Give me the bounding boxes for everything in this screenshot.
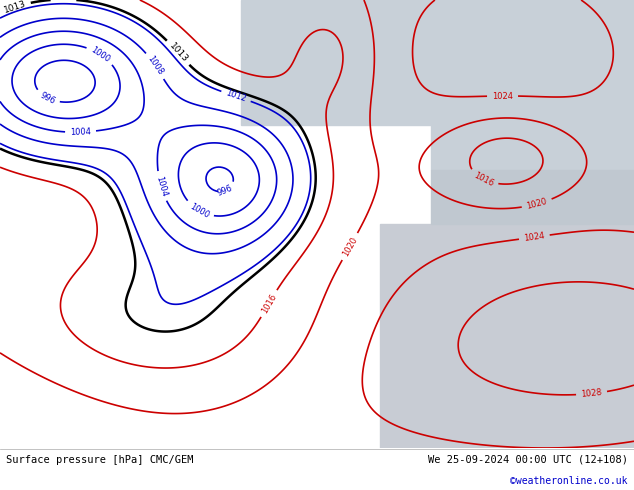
- Text: 1000: 1000: [89, 45, 112, 64]
- Polygon shape: [380, 224, 634, 448]
- Text: ©weatheronline.co.uk: ©weatheronline.co.uk: [510, 476, 628, 486]
- Text: 1024: 1024: [523, 231, 545, 243]
- Text: Surface pressure [hPa] CMC/GEM: Surface pressure [hPa] CMC/GEM: [6, 455, 194, 465]
- Text: 1016: 1016: [260, 292, 278, 315]
- Polygon shape: [241, 0, 431, 125]
- Text: 1012: 1012: [224, 89, 247, 104]
- Text: 1000: 1000: [188, 201, 210, 220]
- Text: 996: 996: [39, 90, 56, 106]
- Text: 1024: 1024: [492, 92, 513, 100]
- Text: 1004: 1004: [70, 127, 91, 137]
- Text: 1028: 1028: [581, 388, 602, 399]
- Text: 1016: 1016: [472, 171, 495, 188]
- Text: 1013: 1013: [3, 0, 27, 15]
- Text: 1004: 1004: [154, 175, 168, 197]
- Polygon shape: [431, 0, 634, 170]
- Polygon shape: [431, 170, 634, 224]
- Text: 1008: 1008: [146, 54, 165, 77]
- Text: 1020: 1020: [526, 197, 548, 211]
- Text: We 25-09-2024 00:00 UTC (12+108): We 25-09-2024 00:00 UTC (12+108): [428, 455, 628, 465]
- Text: 996: 996: [216, 184, 234, 198]
- Text: 1020: 1020: [340, 235, 359, 258]
- Text: 1013: 1013: [167, 41, 189, 64]
